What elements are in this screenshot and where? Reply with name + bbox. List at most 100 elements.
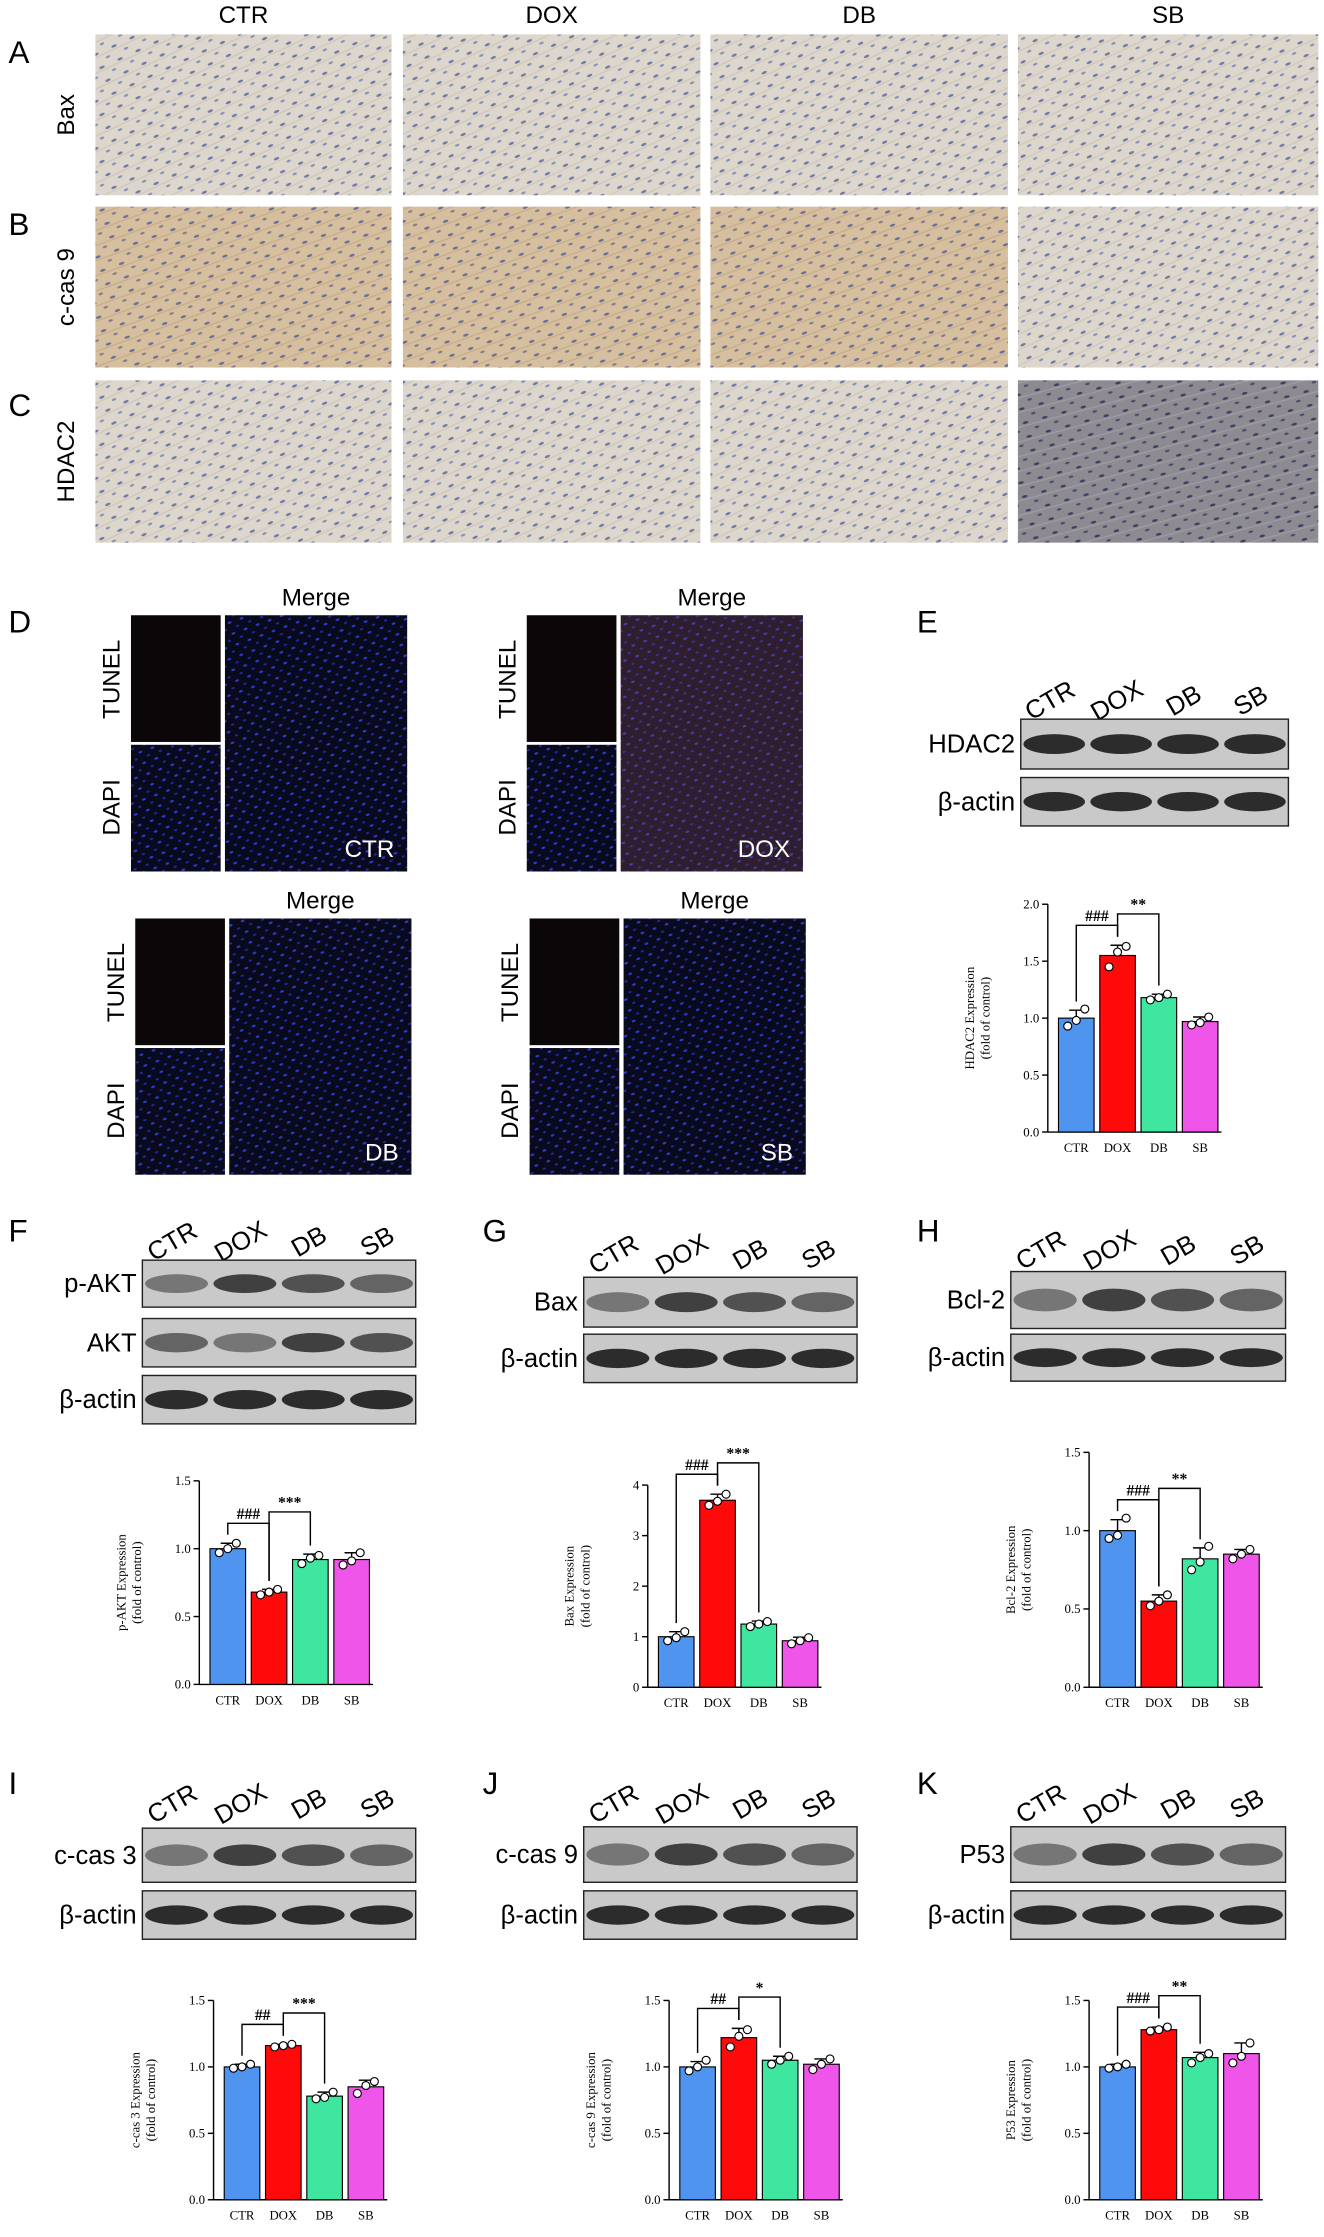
significance-label: **: [1172, 1471, 1188, 1488]
blot-band: [1157, 792, 1219, 812]
data-point: [762, 1616, 772, 1627]
lane-label: SB: [1225, 1784, 1269, 1825]
histology-image: [1017, 34, 1319, 196]
x-tick-label: DOX: [704, 1696, 732, 1710]
significance-bracket: [1158, 1487, 1201, 1587]
data-point: [754, 1619, 764, 1629]
blot-band: [213, 1389, 277, 1410]
data-point: [1245, 2038, 1255, 2048]
data-point: [712, 1496, 723, 1506]
data-point: [338, 1560, 348, 1570]
bar: [347, 2086, 385, 2201]
blot-row-label: Bcl-2: [947, 1287, 1005, 1315]
data-point: [786, 1639, 797, 1649]
channel-label: DAPI: [103, 1082, 130, 1138]
data-point: [297, 1559, 307, 1569]
data-point: [1080, 1004, 1090, 1014]
y-tick-label: 1.5: [1065, 1446, 1081, 1460]
data-point: [775, 2055, 785, 2065]
blot-band: [213, 1905, 277, 1925]
y-axis-label: (fold of control): [130, 1541, 144, 1623]
data-point: [1204, 1541, 1214, 1551]
merge-image: [620, 615, 803, 872]
blot-band: [1090, 792, 1152, 812]
blot-band: [1157, 734, 1219, 755]
data-point: [347, 1556, 357, 1566]
panel-label: C: [9, 388, 32, 423]
y-axis-label: (fold of control): [144, 2059, 158, 2141]
bar: [333, 1558, 371, 1685]
y-tick-label: 1.5: [645, 1994, 661, 2008]
data-point: [1228, 2058, 1238, 2068]
y-tick-label: 1.0: [1065, 1524, 1081, 1538]
lane-label: SB: [797, 1234, 841, 1275]
y-tick-label: 0.0: [1065, 2193, 1081, 2207]
y-tick-label: 0.5: [1023, 1068, 1039, 1082]
data-point: [680, 1627, 690, 1637]
panel-label: D: [9, 604, 32, 639]
significance-bracket: [1116, 913, 1160, 986]
row-label: Bax: [53, 94, 80, 136]
data-point: [693, 2062, 703, 2072]
histology-image: [402, 206, 701, 368]
x-tick-label: SB: [1234, 2209, 1250, 2223]
channel-label: TUNEL: [497, 943, 524, 1022]
significance-label: ***: [726, 1446, 750, 1463]
blot-row-label: c-cas 3: [54, 1842, 137, 1870]
y-axis-label: p-AKT Expression: [114, 1534, 128, 1631]
data-point: [223, 1544, 233, 1554]
data-point: [1145, 995, 1155, 1005]
y-tick-label: 0.0: [175, 1678, 191, 1692]
lane-label: CTR: [1011, 1779, 1071, 1830]
data-point: [1245, 1544, 1255, 1554]
blot-band: [1023, 734, 1085, 755]
lane-label: CTR: [584, 1229, 644, 1280]
x-tick-label: CTR: [215, 1693, 240, 1707]
data-point: [237, 2062, 247, 2072]
blot-band: [1013, 1348, 1077, 1368]
blot-row-label: p-AKT: [64, 1270, 137, 1298]
bar: [781, 1640, 819, 1688]
blot-band: [1219, 1348, 1283, 1368]
panel-label: F: [9, 1214, 28, 1249]
lane-label: CTR: [584, 1779, 644, 1830]
x-tick-label: DOX: [1104, 1141, 1132, 1155]
x-tick-label: SB: [1234, 1696, 1250, 1710]
data-point: [311, 2094, 321, 2104]
dapi-image: [130, 744, 221, 872]
histology-image: [1017, 206, 1319, 368]
bar: [1223, 1553, 1260, 1688]
blot-band: [1082, 1843, 1146, 1866]
blot-row-label: β-actin: [501, 1345, 578, 1373]
lane-label: DOX: [651, 1778, 713, 1830]
lane-label: SB: [1229, 680, 1273, 721]
x-tick-label: SB: [358, 2209, 374, 2223]
y-tick-label: 0: [633, 1681, 639, 1695]
bar: [250, 1591, 288, 1685]
panel-label: K: [917, 1766, 938, 1801]
blot-row-label: c-cas 9: [495, 1841, 578, 1869]
merge-image: [623, 918, 806, 1175]
x-tick-label: SB: [1192, 1141, 1208, 1155]
channel-label: TUNEL: [99, 640, 126, 719]
blot-row-label: β-actin: [59, 1386, 136, 1414]
y-tick-label: 0.0: [1023, 1125, 1039, 1139]
bar: [657, 1636, 695, 1688]
lane-label: SB: [356, 1784, 400, 1825]
data-point: [1113, 1530, 1123, 1540]
bar: [740, 1623, 778, 1688]
panel-label: J: [483, 1766, 499, 1801]
blot-band: [586, 1292, 650, 1313]
blot-band: [723, 1348, 786, 1369]
data-point: [314, 1550, 324, 1561]
y-axis-label: (fold of control): [978, 977, 992, 1059]
merge-image: [229, 918, 412, 1175]
data-point: [671, 1633, 681, 1643]
blot-band: [791, 1348, 855, 1369]
x-tick-label: CTR: [664, 1696, 689, 1710]
blot-band: [145, 1274, 208, 1294]
blot-band: [350, 1905, 413, 1925]
blot-band: [723, 1292, 786, 1313]
data-point: [684, 2066, 694, 2076]
